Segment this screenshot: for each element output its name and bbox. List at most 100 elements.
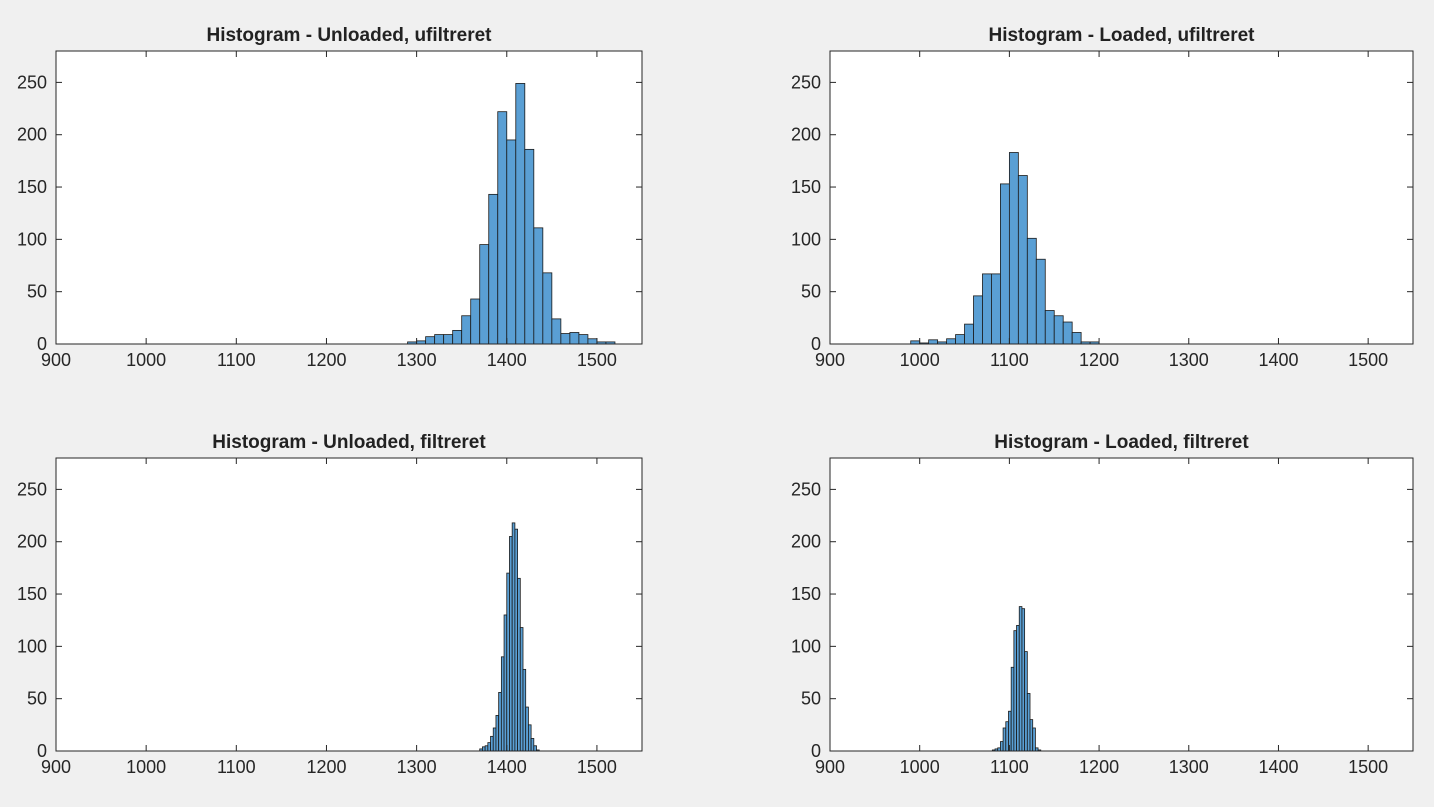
histogram-bar <box>542 272 553 345</box>
histogram-bar <box>578 334 589 345</box>
histogram-bar <box>506 139 517 345</box>
histogram-bar <box>533 227 544 345</box>
histogram-bar <box>1018 606 1023 752</box>
y-tick-label: 0 <box>37 334 47 354</box>
x-tick-label: 1300 <box>397 757 437 777</box>
histogram-bar <box>973 295 983 345</box>
chart-title: Histogram - Loaded, ufiltreret <box>988 25 1255 46</box>
y-tick-label: 50 <box>27 282 47 302</box>
histogram-bar <box>1002 727 1007 752</box>
x-tick-label: 1000 <box>126 757 166 777</box>
histogram-panel-loaded-filtreret: 900 1000 1100 1200 1300 1400 1500 0 50 100 150 200 2… <box>791 432 1414 777</box>
y-tick-label: 50 <box>801 689 821 709</box>
histogram-bar <box>519 627 524 752</box>
histogram-bar <box>487 742 491 752</box>
x-tick-label: 1200 <box>306 350 346 370</box>
y-tick-label: 150 <box>17 584 47 604</box>
histogram-bar <box>946 338 956 345</box>
histogram-bar <box>434 334 445 345</box>
histogram-bar <box>1029 719 1034 752</box>
x-tick-label: 1000 <box>900 350 940 370</box>
x-tick-label: 1500 <box>1348 350 1388 370</box>
histogram-bar <box>964 323 974 345</box>
x-tick-label: 1400 <box>487 757 527 777</box>
histogram-bar <box>1016 625 1020 752</box>
histogram-bar <box>587 338 598 345</box>
plot-area <box>830 458 1413 751</box>
histogram-bar <box>982 273 992 345</box>
chart-title: Histogram - Unloaded, ufiltreret <box>206 25 492 46</box>
histogram-bar <box>1062 321 1073 345</box>
histogram-bar <box>533 745 537 752</box>
y-tick-label: 100 <box>791 229 821 249</box>
axes-box <box>55 457 643 752</box>
y-tick-label: 200 <box>791 532 821 552</box>
histogram-bar <box>517 577 521 752</box>
y-tick-label: 0 <box>37 741 47 761</box>
histogram-bar <box>484 745 489 752</box>
axes-box <box>829 50 1414 345</box>
histogram-bar <box>515 83 526 345</box>
histogram-bar <box>1005 721 1009 752</box>
x-tick-label: 900 <box>41 350 71 370</box>
histogram-bar <box>482 746 486 752</box>
histogram-bar <box>1044 310 1055 345</box>
chart-title: Histogram - Loaded, filtreret <box>994 432 1249 453</box>
histogram-bar <box>488 193 499 345</box>
histogram-bar <box>1017 175 1028 345</box>
histogram-bar <box>569 332 580 345</box>
histogram-bar <box>509 536 513 752</box>
y-tick-label: 200 <box>17 532 47 552</box>
x-tick-label: 1400 <box>487 350 527 370</box>
axes-box <box>829 457 1414 752</box>
histogram-bar <box>443 334 454 345</box>
histogram-bar <box>525 706 529 752</box>
histogram-bar <box>1000 741 1004 752</box>
plot-area <box>830 51 1413 344</box>
y-tick-label: 100 <box>791 636 821 656</box>
x-tick-label: 1500 <box>577 350 617 370</box>
x-tick-label: 1500 <box>577 757 617 777</box>
x-tick-label: 900 <box>815 350 845 370</box>
histogram-bar <box>560 333 571 345</box>
y-tick-label: 0 <box>811 334 821 354</box>
histogram-bar <box>1032 727 1036 752</box>
histogram-bar <box>514 528 518 752</box>
y-tick-label: 250 <box>17 479 47 499</box>
histogram-bar <box>479 244 490 345</box>
y-tick-label: 200 <box>791 125 821 145</box>
y-tick-label: 250 <box>17 72 47 92</box>
histogram-bar <box>506 572 510 752</box>
y-tick-label: 100 <box>17 229 47 249</box>
histogram-bar <box>1008 152 1019 345</box>
x-tick-label: 1200 <box>1079 757 1119 777</box>
y-tick-label: 150 <box>17 177 47 197</box>
x-tick-label: 1400 <box>1258 757 1298 777</box>
plot-area <box>56 51 642 344</box>
histogram-bar <box>492 727 497 752</box>
y-tick-label: 50 <box>27 689 47 709</box>
x-tick-label: 1100 <box>990 350 1029 370</box>
x-tick-label: 1100 <box>990 757 1029 777</box>
histogram-bar <box>1010 666 1015 752</box>
histogram-bar <box>498 692 502 752</box>
histogram-bar <box>511 522 516 752</box>
histogram-panel-loaded-ufiltreret: 900 1000 1100 1200 1300 1400 1500 0 50 100 150 200 2… <box>791 25 1414 370</box>
y-tick-label: 100 <box>17 636 47 656</box>
histogram-bar <box>528 724 532 752</box>
y-tick-label: 150 <box>791 584 821 604</box>
histogram-bar <box>1021 608 1026 752</box>
y-tick-label: 150 <box>791 177 821 197</box>
x-tick-label: 1100 <box>217 757 256 777</box>
histogram-bar <box>1026 693 1031 752</box>
histogram-bar <box>461 315 472 345</box>
axes-box <box>55 50 643 345</box>
histogram-bar <box>1026 237 1037 345</box>
histogram-bar <box>452 329 463 345</box>
histogram-bar <box>500 656 505 752</box>
histogram-bar <box>470 298 481 345</box>
x-tick-label: 1100 <box>217 350 256 370</box>
x-tick-label: 1300 <box>1169 757 1209 777</box>
x-tick-label: 1300 <box>397 350 437 370</box>
x-tick-label: 1200 <box>1079 350 1119 370</box>
